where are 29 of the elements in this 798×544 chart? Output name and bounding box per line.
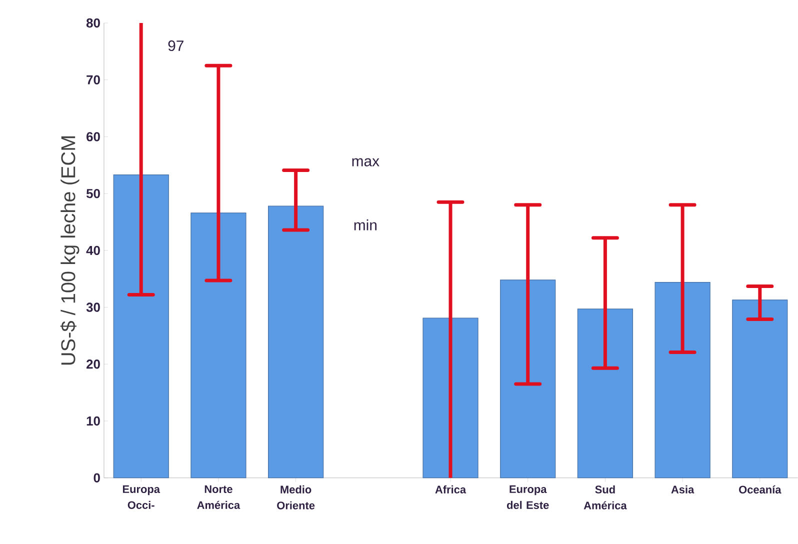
bar: [113, 174, 169, 478]
x-tick-label: Asia: [671, 485, 694, 494]
y-tick-label: 40: [86, 246, 100, 256]
bar: [500, 280, 556, 478]
y-tick-label: 10: [86, 416, 100, 426]
x-tick-label: Africa: [435, 485, 466, 494]
bar: [577, 308, 633, 478]
bar: [654, 282, 710, 478]
annotation: 97: [168, 40, 184, 52]
bar: [422, 318, 478, 478]
annotation: max: [352, 158, 380, 166]
bar: [732, 300, 788, 478]
x-tick-label: Norte América: [197, 485, 240, 510]
y-axis-title: US-$ / 100 kg leche (ECM: [60, 136, 80, 365]
y-tick-label: 60: [86, 132, 100, 142]
bar: [268, 206, 324, 478]
y-tick-label: 80: [86, 18, 100, 28]
bar: [190, 212, 246, 478]
x-tick-label: Europa Occi-: [122, 485, 160, 510]
x-tick-label: Oceanía: [739, 485, 782, 494]
y-tick-label: 70: [86, 75, 100, 84]
annotation: min: [354, 220, 376, 230]
x-tick-label: Sud América: [584, 485, 627, 510]
y-tick-label: 20: [86, 360, 100, 369]
y-tick-label: 30: [86, 302, 100, 312]
x-tick-label: Medio Oriente: [277, 485, 315, 510]
x-tick-label: Europa del Este: [506, 485, 549, 510]
y-tick-label: 50: [86, 189, 100, 198]
y-tick-label: 0: [94, 473, 100, 483]
